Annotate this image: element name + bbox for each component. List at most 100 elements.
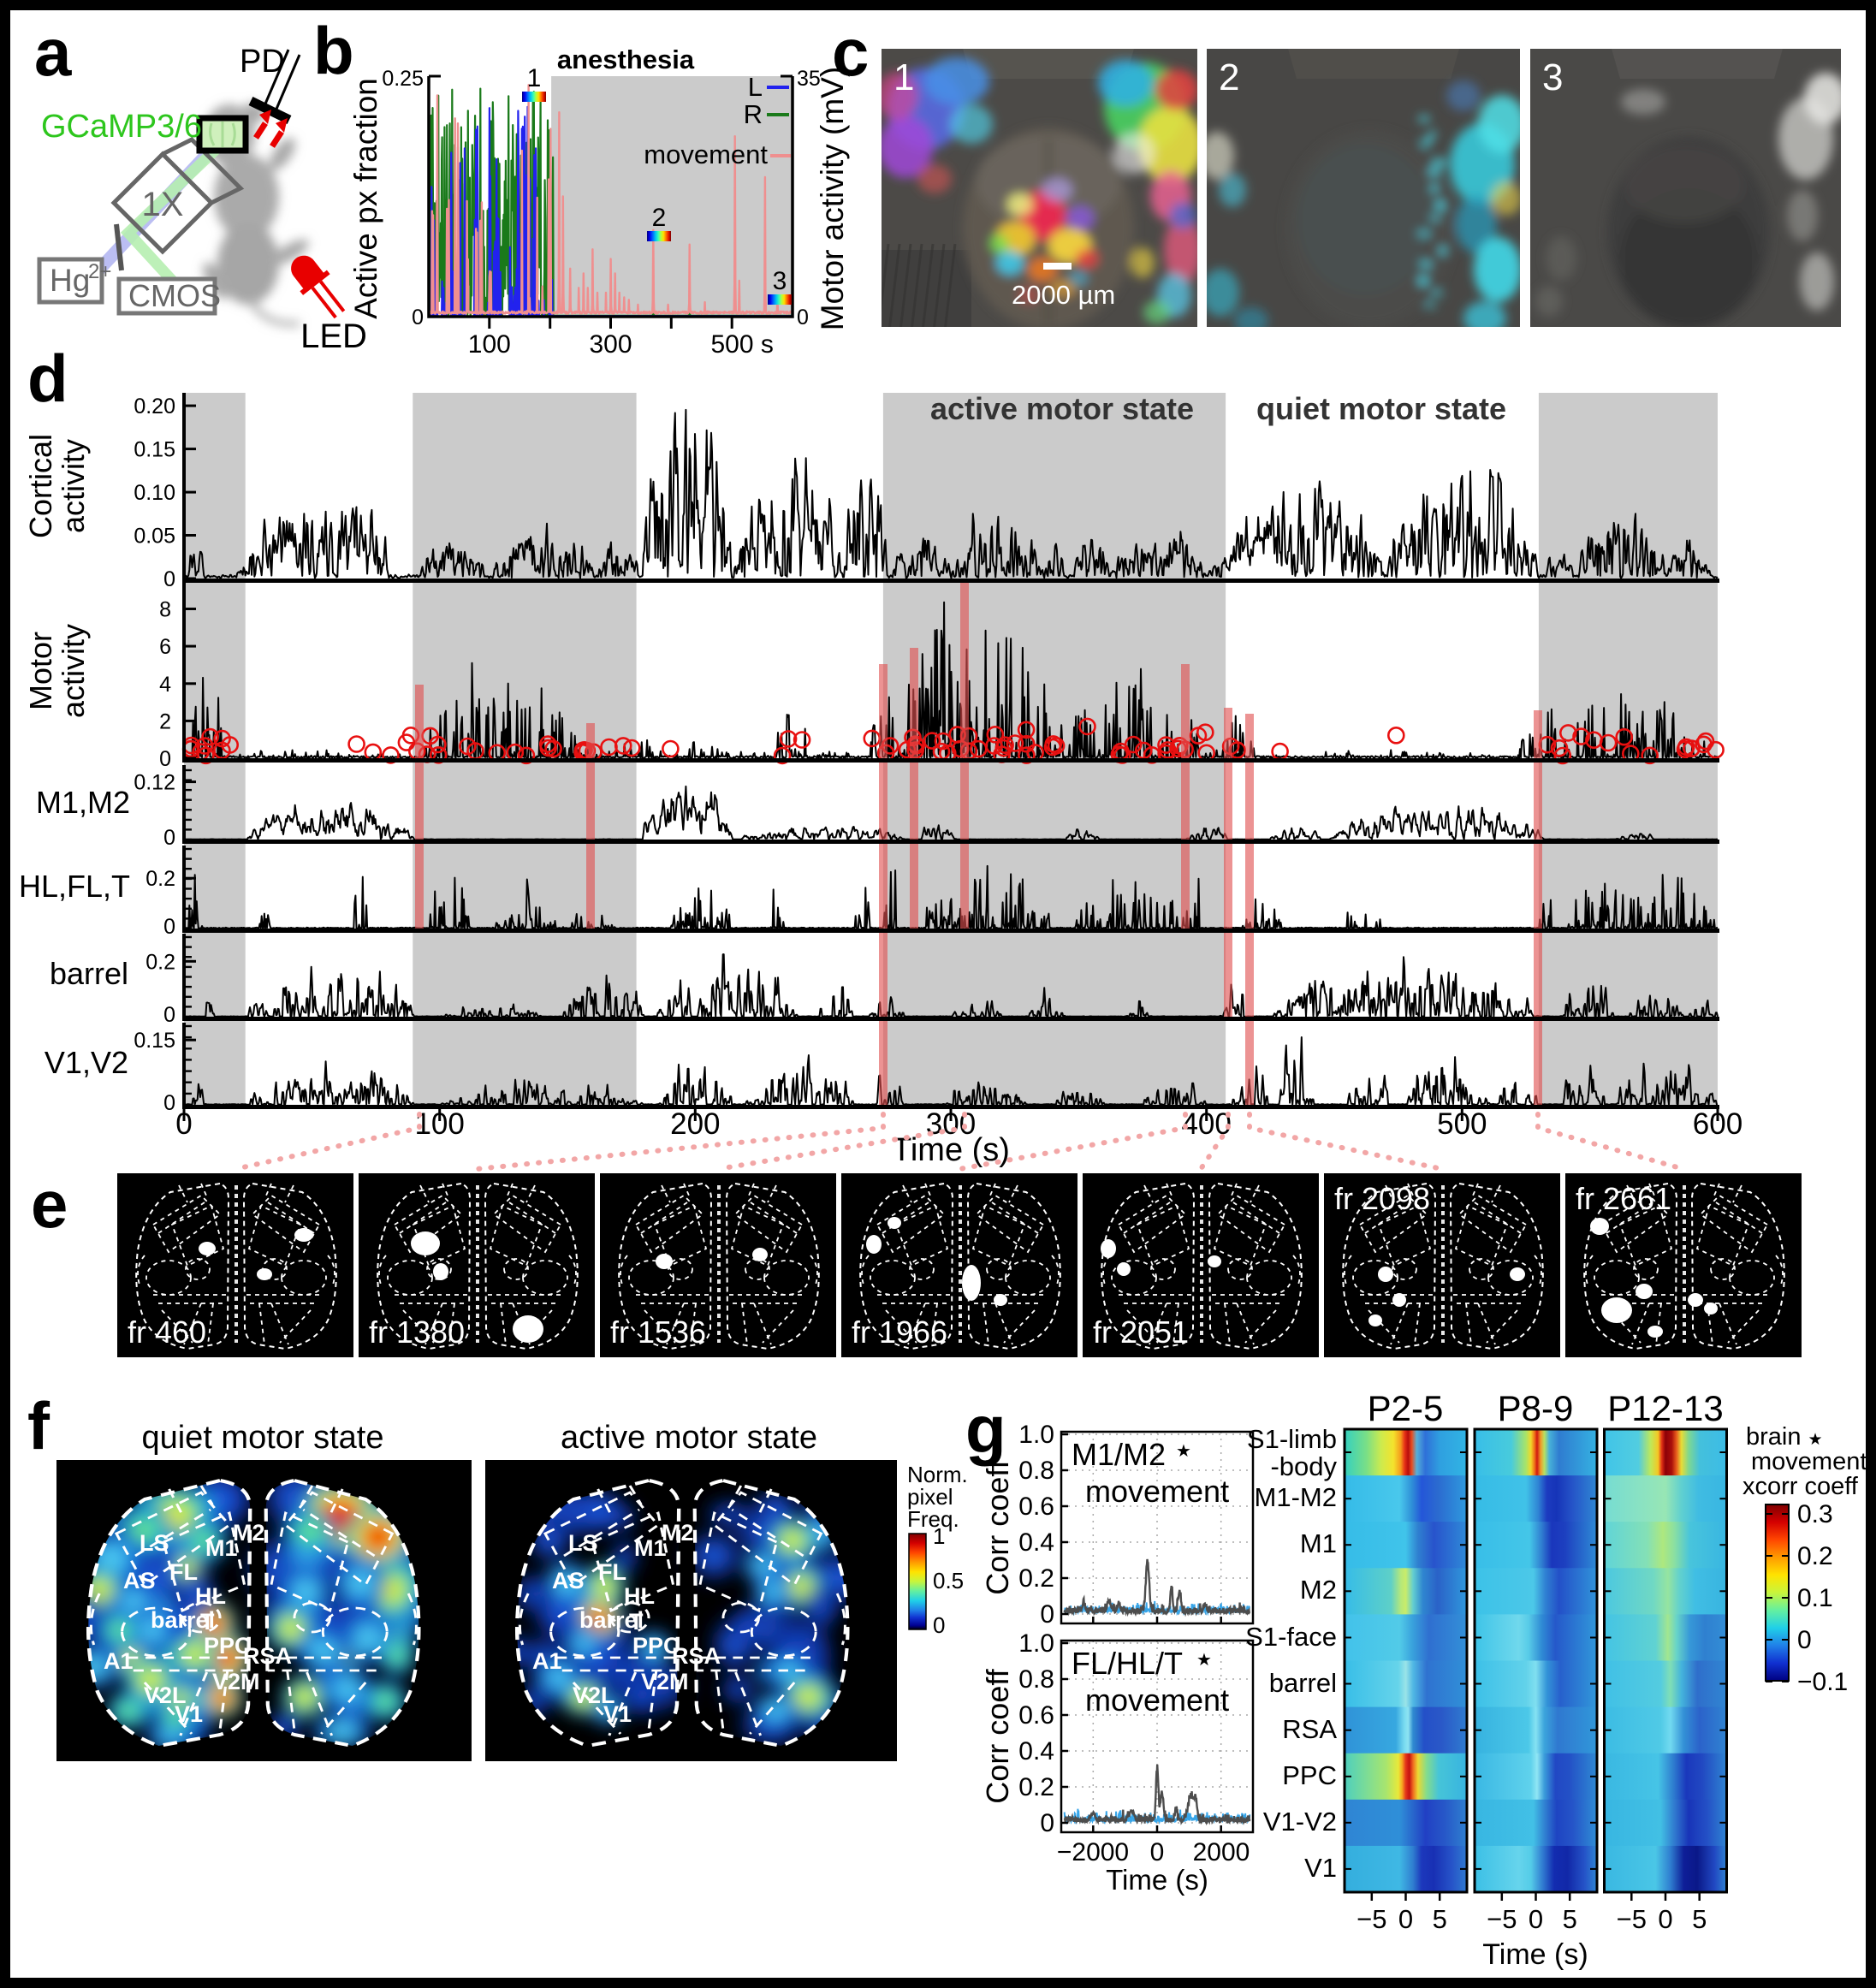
svg-text:0.10: 0.10 <box>134 481 175 505</box>
svg-text:g: g <box>965 1392 1006 1467</box>
svg-text:RSA: RSA <box>1282 1714 1337 1744</box>
svg-text:300: 300 <box>589 330 632 359</box>
svg-text:c: c <box>832 15 869 90</box>
svg-text:0.5: 0.5 <box>933 1568 964 1593</box>
svg-text:0: 0 <box>163 1091 175 1115</box>
svg-text:0: 0 <box>797 306 809 329</box>
svg-text:Cortical: Cortical <box>23 434 58 538</box>
svg-text:b: b <box>313 13 354 88</box>
svg-text:0.2: 0.2 <box>145 950 175 974</box>
svg-text:Motor activity (mV): Motor activity (mV) <box>815 67 850 330</box>
svg-text:M1: M1 <box>1300 1528 1337 1558</box>
svg-text:0: 0 <box>175 1107 192 1141</box>
svg-text:−2000: −2000 <box>1057 1838 1129 1866</box>
svg-text:0.20: 0.20 <box>134 395 175 418</box>
svg-text:quiet motor state: quiet motor state <box>1256 391 1506 426</box>
svg-text:4: 4 <box>159 673 171 697</box>
svg-text:M1: M1 <box>634 1535 667 1561</box>
svg-text:3: 3 <box>1542 56 1563 98</box>
svg-text:V1: V1 <box>175 1701 203 1727</box>
svg-text:6: 6 <box>159 635 171 659</box>
svg-text:RSA: RSA <box>243 1643 292 1669</box>
svg-text:fr 2098: fr 2098 <box>1334 1181 1430 1216</box>
svg-text:Time (s): Time (s) <box>1106 1864 1208 1896</box>
svg-text:2+: 2+ <box>88 260 111 283</box>
svg-text:0: 0 <box>1150 1838 1165 1866</box>
svg-text:f: f <box>27 1388 50 1463</box>
svg-text:200: 200 <box>670 1107 720 1141</box>
svg-text:movement: movement <box>1085 1474 1229 1509</box>
svg-text:e: e <box>31 1166 68 1242</box>
svg-text:★: ★ <box>1176 1442 1191 1461</box>
svg-text:fr 1966: fr 1966 <box>852 1314 947 1350</box>
svg-text:500 s: 500 s <box>710 330 773 359</box>
svg-text:Norm.: Norm. <box>907 1462 968 1487</box>
svg-text:V1,V2: V1,V2 <box>45 1045 128 1080</box>
svg-text:activity: activity <box>56 439 91 533</box>
svg-text:2: 2 <box>1219 56 1239 98</box>
svg-text:8: 8 <box>159 598 171 622</box>
svg-text:0: 0 <box>163 567 175 591</box>
svg-text:S1-limb: S1-limb <box>1247 1424 1337 1454</box>
svg-text:★: ★ <box>1196 1651 1212 1670</box>
svg-text:V1: V1 <box>1304 1853 1337 1883</box>
svg-text:0.4: 0.4 <box>1018 1737 1054 1765</box>
svg-text:P12-13: P12-13 <box>1607 1388 1723 1428</box>
svg-text:d: d <box>27 341 68 416</box>
svg-text:35: 35 <box>797 67 821 91</box>
svg-text:pixel: pixel <box>907 1484 953 1510</box>
svg-text:V2M: V2M <box>212 1669 260 1694</box>
svg-text:0.6: 0.6 <box>1018 1701 1054 1730</box>
svg-text:fr 1380: fr 1380 <box>369 1314 465 1350</box>
svg-text:movement: movement <box>1085 1682 1229 1718</box>
svg-text:fr 1536: fr 1536 <box>610 1314 706 1350</box>
svg-text:0: 0 <box>412 306 424 329</box>
svg-text:1X: 1X <box>142 186 184 223</box>
svg-text:0.15: 0.15 <box>134 438 175 462</box>
svg-text:0: 0 <box>163 915 175 939</box>
svg-text:T: T <box>629 1609 644 1635</box>
svg-text:0.1: 0.1 <box>1797 1584 1833 1612</box>
svg-text:FL: FL <box>598 1559 626 1585</box>
svg-text:Freq.: Freq. <box>907 1506 959 1532</box>
svg-text:CMOS: CMOS <box>128 278 221 313</box>
svg-text:anesthesia: anesthesia <box>557 45 695 74</box>
svg-text:0: 0 <box>1040 1809 1054 1837</box>
svg-text:0.2: 0.2 <box>1797 1542 1833 1570</box>
svg-text:0: 0 <box>1797 1626 1812 1654</box>
svg-text:V1-V2: V1-V2 <box>1263 1807 1337 1837</box>
svg-text:3: 3 <box>773 267 787 295</box>
svg-text:V2L: V2L <box>144 1682 187 1708</box>
svg-text:V2M: V2M <box>641 1669 689 1694</box>
svg-text:LS: LS <box>568 1530 598 1556</box>
svg-text:FL/HL/T: FL/HL/T <box>1072 1646 1183 1681</box>
svg-text:quiet motor state: quiet motor state <box>141 1420 383 1456</box>
svg-text:LED: LED <box>300 317 367 355</box>
svg-text:RSA: RSA <box>672 1643 721 1669</box>
svg-text:0: 0 <box>163 826 175 850</box>
svg-text:0: 0 <box>933 1612 945 1638</box>
svg-text:2000 µm: 2000 µm <box>1012 280 1115 310</box>
svg-text:V1: V1 <box>603 1701 632 1727</box>
svg-text:AS: AS <box>552 1568 585 1593</box>
svg-text:0: 0 <box>163 1003 175 1027</box>
svg-text:0.6: 0.6 <box>1018 1492 1054 1521</box>
svg-text:5: 5 <box>1692 1904 1707 1934</box>
svg-text:barrel: barrel <box>579 1607 644 1633</box>
svg-text:barrel: barrel <box>151 1607 215 1633</box>
svg-text:0: 0 <box>1040 1600 1054 1629</box>
svg-text:Corr coeff: Corr coeff <box>980 1459 1015 1594</box>
svg-text:M1/M2: M1/M2 <box>1072 1437 1166 1472</box>
svg-text:P2-5: P2-5 <box>1368 1388 1444 1428</box>
svg-text:barrel: barrel <box>1269 1668 1337 1698</box>
svg-text:FL: FL <box>169 1559 198 1585</box>
svg-text:500: 500 <box>1437 1107 1487 1141</box>
svg-text:Time (s): Time (s) <box>892 1132 1010 1168</box>
svg-text:xcorr coeff: xcorr coeff <box>1742 1473 1859 1500</box>
svg-text:fr 2051: fr 2051 <box>1093 1314 1189 1350</box>
svg-text:Hg: Hg <box>50 263 90 298</box>
svg-text:active motor state: active motor state <box>930 391 1194 426</box>
svg-text:0.25: 0.25 <box>382 67 424 91</box>
svg-text:M2: M2 <box>233 1520 265 1546</box>
svg-text:600: 600 <box>1693 1107 1742 1141</box>
